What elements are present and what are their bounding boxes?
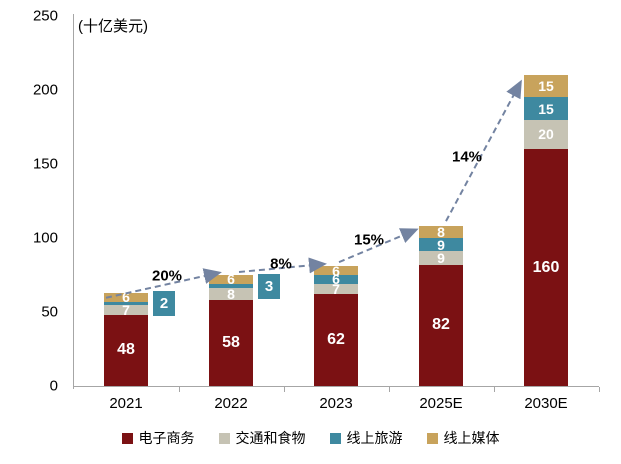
y-axis-tick-label: 50 (41, 303, 58, 321)
bar-value-label-ecommerce-2030E: 160 (532, 258, 560, 276)
growth-rate-label-4: 14% (451, 148, 483, 166)
legend-swatch-ecommerce (121, 432, 133, 444)
x-axis-category-label: 2022 (214, 395, 248, 412)
legend-item-online-media: 线上媒体 (426, 428, 500, 448)
legend-swatch-online-media (426, 432, 438, 444)
bar-value-label-online-media-2022: 6 (227, 271, 235, 288)
growth-rate-label-3: 15% (353, 231, 385, 249)
bar-segment-transport-food-2030E (524, 119, 568, 150)
x-axis-tick-mark (598, 387, 600, 392)
growth-rate-label-1: 20% (151, 267, 183, 285)
x-axis-tick-mark (388, 387, 390, 392)
legend-label-ecommerce: 电子商务 (138, 430, 195, 446)
bar-segment-transport-food-2023 (314, 283, 358, 295)
bar-segment-online-media-2030E (524, 75, 568, 98)
x-axis-category-label: 2021 (109, 395, 143, 412)
bar-segment-online-travel-2023 (314, 275, 358, 284)
legend-item-transport-food: 交通和食物 (218, 428, 306, 448)
bar-value-label-ecommerce-2025E: 82 (432, 316, 450, 334)
bar-value-label-online-media-2025E: 8 (437, 224, 445, 241)
legend-label-online-travel: 线上旅游 (346, 430, 403, 446)
bar-value-label-online-travel-2030E: 15 (538, 100, 554, 117)
bar-value-label-transport-food-2023: 7 (332, 281, 340, 298)
chart-legend: 电子商务 交通和食物 线上旅游 线上媒体 (0, 428, 621, 448)
bar-segment-online-media-2023 (314, 266, 358, 275)
bar-value-label-online-media-2021: 6 (122, 289, 130, 306)
bar-segment-transport-food-2021 (104, 304, 148, 315)
y-axis-line (73, 14, 74, 389)
bar-value-label-transport-food-2021: 7 (122, 301, 130, 318)
bar-value-callout-online-travel-2021: 2 (153, 290, 175, 316)
growth-rate-label-2: 8% (270, 255, 292, 273)
bar-value-label-ecommerce-2022: 58 (222, 334, 240, 352)
bar-segment-ecommerce-2022 (209, 300, 253, 386)
legend-item-online-travel: 线上旅游 (329, 428, 403, 448)
bar-value-callout-online-travel-2022: 3 (258, 273, 280, 299)
bar-segment-online-travel-2022 (209, 283, 253, 289)
x-axis-category-label: 2030E (524, 395, 568, 412)
bar-segment-ecommerce-2025E (419, 264, 463, 386)
bar-segment-ecommerce-2030E (524, 149, 568, 386)
bar-segment-ecommerce-2023 (314, 294, 358, 386)
bar-value-label-online-media-2030E: 15 (538, 78, 554, 95)
y-axis-tick-label: 150 (32, 155, 58, 173)
x-axis-line (73, 386, 599, 387)
legend-label-transport-food: 交通和食物 (235, 430, 306, 446)
bar-segment-online-travel-2025E (419, 238, 463, 252)
bar-segment-transport-food-2025E (419, 251, 463, 265)
bar-segment-online-travel-2021 (104, 301, 148, 305)
bar-segment-transport-food-2022 (209, 288, 253, 301)
bar-value-label-transport-food-2025E: 9 (437, 249, 445, 266)
legend-swatch-transport-food (218, 432, 230, 444)
y-axis-tick-label: 0 (49, 377, 58, 395)
bar-value-label-ecommerce-2023: 62 (327, 331, 345, 349)
bar-value-label-transport-food-2030E: 20 (538, 126, 554, 143)
bar-value-label-online-travel-2023: 6 (332, 271, 340, 288)
x-axis-category-label: 2025E (419, 395, 463, 412)
bar-segment-ecommerce-2021 (104, 314, 148, 386)
y-axis-tick-label: 250 (32, 7, 58, 25)
bar-segment-online-media-2025E (419, 226, 463, 238)
legend-swatch-online-travel (329, 432, 341, 444)
bar-value-label-transport-food-2022: 8 (227, 286, 235, 303)
bar-value-label-ecommerce-2021: 48 (117, 341, 135, 359)
x-axis-tick-mark (178, 387, 180, 392)
legend-item-ecommerce: 电子商务 (121, 428, 195, 448)
y-axis-unit-label: (十亿美元) (78, 18, 148, 35)
bar-value-label-online-travel-2025E: 9 (437, 236, 445, 253)
y-axis-tick-label: 100 (32, 229, 58, 247)
x-axis-tick-mark (283, 387, 285, 392)
legend-label-online-media: 线上媒体 (443, 430, 500, 446)
bar-segment-online-media-2022 (209, 275, 253, 284)
y-axis-tick-label: 200 (32, 81, 58, 99)
x-axis-tick-mark (493, 387, 495, 392)
x-axis-category-label: 2023 (319, 395, 353, 412)
bar-value-label-online-media-2023: 6 (332, 262, 340, 279)
bar-segment-online-travel-2030E (524, 97, 568, 120)
